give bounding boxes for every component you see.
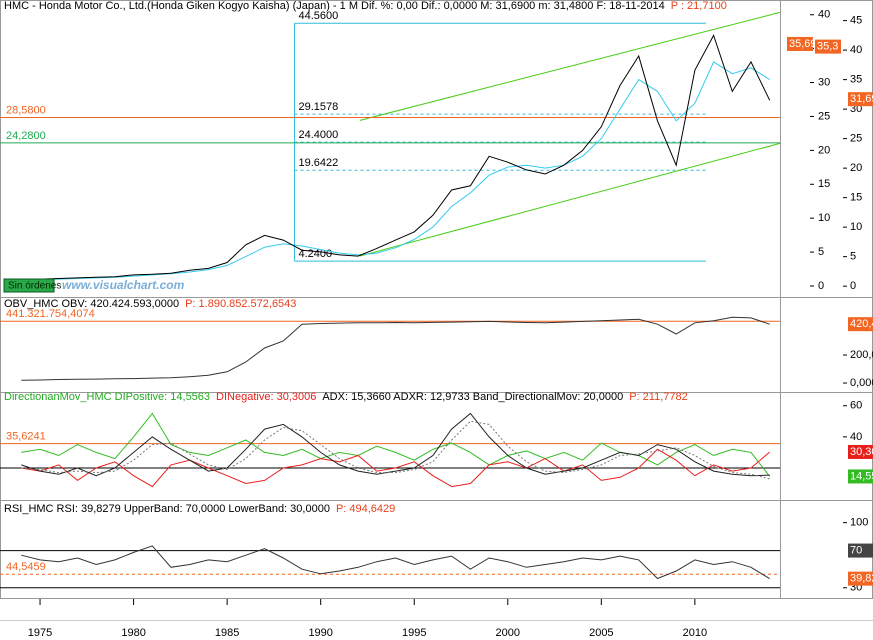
y2-tick-label: 5	[818, 246, 824, 258]
y2-tick-label: 40	[818, 9, 830, 21]
header-part: P : 21,7100	[671, 0, 727, 12]
y2-tick-label: 25	[818, 110, 830, 122]
value-box	[848, 317, 873, 332]
value-box	[848, 543, 873, 558]
y-tick-label: 20	[850, 162, 862, 174]
value-box	[848, 444, 873, 459]
series-line	[21, 420, 770, 480]
trend-line	[359, 11, 781, 121]
y-tick-label: 40	[850, 431, 862, 443]
status-box	[3, 278, 55, 293]
h-line-label: 35,6241	[6, 431, 46, 443]
header-part: DirectionanMov_HMC DIPositive: 14,5563	[4, 391, 210, 403]
y-tick-label: 40	[850, 44, 862, 56]
h-line-label: 24,2800	[6, 130, 46, 142]
series-line	[21, 545, 770, 580]
y-tick-label: 35	[850, 74, 862, 86]
x-tick-label: 1990	[308, 627, 332, 639]
series-line	[21, 412, 770, 477]
header-part: P: 1.890.852.572,6543	[185, 298, 296, 310]
header-part: OBV_HMC OBV: 420.424.593,0000	[4, 298, 179, 310]
series-line	[21, 448, 771, 488]
y-tick-label: 0	[850, 280, 856, 292]
x-tick-label: 2000	[496, 627, 520, 639]
header-part: HMC - Honda Motor Co., Ltd.(Honda Giken …	[4, 0, 665, 12]
y-tick-label: 0,000	[850, 377, 873, 389]
y2-tick-label: 0	[818, 280, 824, 292]
fib-label: 19.6422	[298, 157, 338, 169]
watermark: www.visualchart.com	[62, 278, 185, 292]
y-tick-label: 15	[850, 192, 862, 204]
y2-tick-label: 20	[818, 144, 830, 156]
fib-label: 29.1578	[298, 101, 338, 113]
y-tick-label: 100	[850, 517, 868, 529]
value-box	[848, 571, 873, 586]
value-box-label: 30,30	[850, 446, 873, 458]
h-line-label: 441.321.754,4074	[6, 308, 95, 320]
x-tick-label: 1995	[402, 627, 426, 639]
y-tick-label: 5	[850, 251, 856, 263]
y-tick-label: 200,0	[850, 349, 873, 361]
status-text: Sin órdenes	[8, 281, 61, 292]
y2-tick-label: 15	[818, 178, 830, 190]
header-part: P: 494,6429	[336, 503, 395, 515]
panel-header: DirectionanMov_HMC DIPositive: 14,5563 DI…	[4, 391, 688, 403]
y-tick-label: 60	[850, 400, 862, 412]
h-line-label: 28,5800	[6, 104, 46, 116]
y-tick-label: 10	[850, 221, 862, 233]
trend-line	[359, 142, 781, 257]
value-box-label: 35,3	[817, 41, 838, 53]
header-part: P: 211,7782	[629, 391, 688, 403]
value-box-label: 39,82	[850, 573, 873, 585]
value-box-label: 14,55	[850, 470, 873, 482]
x-tick-label: 2005	[589, 627, 613, 639]
panel-header: RSI_HMC RSI: 39,8279 UpperBand: 70,0000 …	[4, 503, 395, 515]
y-tick-label: 45	[850, 15, 862, 27]
header-part: DINegative: 30,3006	[216, 391, 316, 403]
value-box-label: 70	[850, 544, 862, 556]
value-box-label: 35,69	[789, 38, 817, 50]
value-box	[848, 92, 873, 107]
header-part: ADX: 15,3660 ADXR: 12,9733 Band_Directio…	[322, 391, 623, 403]
value-box-label: 420,4	[850, 318, 873, 330]
x-tick-label: 2010	[683, 627, 707, 639]
fib-label: 4.2400	[298, 248, 332, 260]
value-box-label: 31,69	[850, 93, 873, 105]
series-line	[21, 61, 770, 281]
series-line	[21, 412, 771, 477]
header-part: RSI_HMC RSI: 39,8279 UpperBand: 70,0000 …	[4, 503, 330, 515]
y2-tick-label: 10	[818, 212, 830, 224]
value-box	[787, 36, 813, 51]
h-line-label: 44,5459	[6, 561, 46, 573]
y-tick-label: 25	[850, 133, 862, 145]
panel-header: OBV_HMC OBV: 420.424.593,0000 P: 1.890.85…	[4, 298, 296, 310]
panel-header: HMC - Honda Motor Co., Ltd.(Honda Giken …	[4, 0, 727, 12]
y2-tick-label: 30	[818, 76, 830, 88]
x-tick-label: 1985	[215, 627, 239, 639]
fib-label: 24.4000	[298, 129, 338, 141]
x-tick-label: 1980	[121, 627, 145, 639]
fib-label: 44.5600	[298, 10, 338, 22]
value-box	[848, 469, 873, 484]
series-line	[21, 316, 770, 381]
series-line	[21, 34, 771, 281]
value-box	[815, 39, 841, 54]
x-tick-label: 1975	[28, 627, 52, 639]
